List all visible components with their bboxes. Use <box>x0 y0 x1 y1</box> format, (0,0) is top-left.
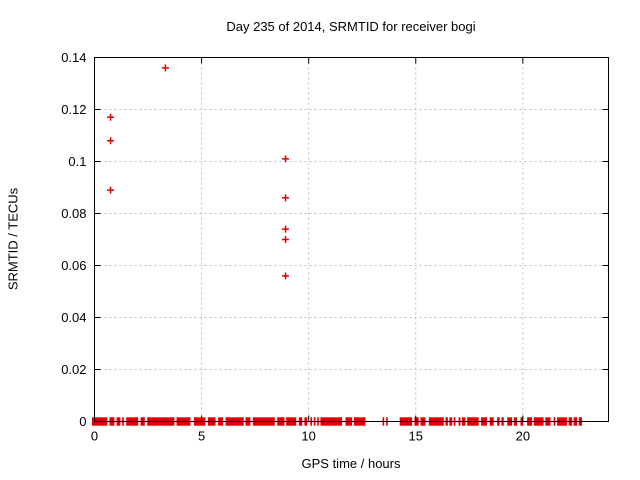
y-tick-label: 0.06 <box>61 258 86 273</box>
y-tick-label: 0.04 <box>61 310 86 325</box>
data-point-marker <box>107 186 115 194</box>
x-tick-label: 20 <box>516 429 530 444</box>
y-tick-label: 0.02 <box>61 362 86 377</box>
y-tick-label: 0.1 <box>68 154 86 169</box>
data-point-marker <box>107 137 115 145</box>
plot-border <box>94 57 609 422</box>
x-tick-label: 5 <box>198 429 205 444</box>
data-point-marker <box>282 272 290 280</box>
y-tick-label: 0 <box>79 414 86 429</box>
chart-title: Day 235 of 2014, SRMTID for receiver bog… <box>226 19 476 34</box>
data-point-marker <box>161 64 169 72</box>
y-tick-label: 0.14 <box>61 50 86 65</box>
x-tick-label: 10 <box>301 429 315 444</box>
y-tick-label: 0.08 <box>61 206 86 221</box>
data-point-marker <box>107 113 115 121</box>
data-point-marker <box>282 194 290 202</box>
y-tick-label: 0.12 <box>61 102 86 117</box>
data-point-marker <box>282 236 290 243</box>
x-tick-label: 15 <box>409 429 423 444</box>
data-point-marker <box>282 155 290 163</box>
x-tick-label: 0 <box>91 429 98 444</box>
x-axis-label: GPS time / hours <box>301 456 401 471</box>
data-point-marker <box>282 225 290 233</box>
